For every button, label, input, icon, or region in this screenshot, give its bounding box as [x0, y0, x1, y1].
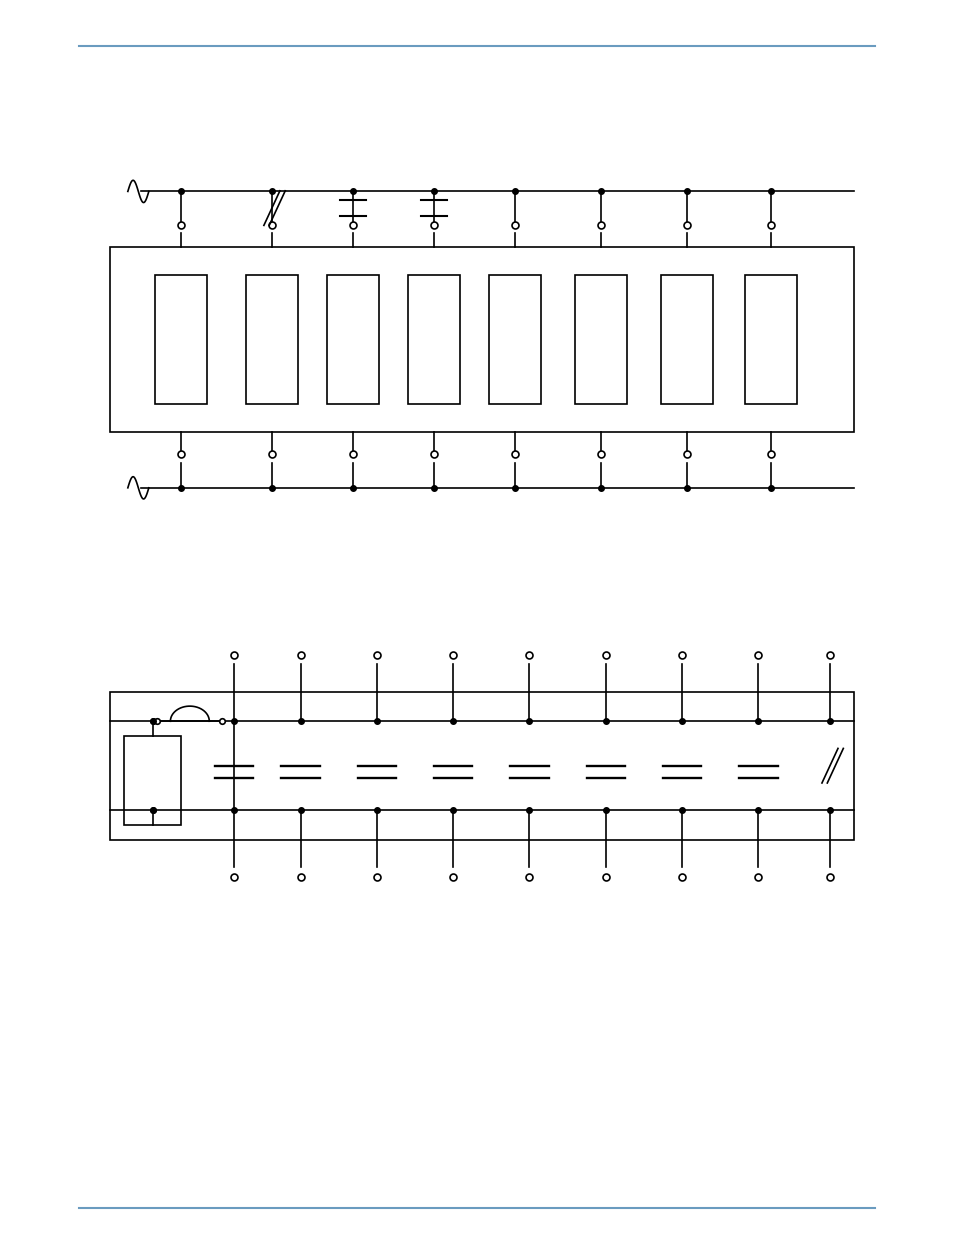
Bar: [154, 274, 207, 404]
Bar: [326, 274, 378, 404]
Bar: [407, 274, 459, 404]
Bar: [489, 274, 541, 404]
Bar: [245, 274, 297, 404]
Bar: [110, 692, 853, 840]
Bar: [743, 274, 797, 404]
Bar: [110, 247, 853, 432]
Bar: [659, 274, 713, 404]
Bar: [124, 736, 181, 825]
Bar: [574, 274, 627, 404]
